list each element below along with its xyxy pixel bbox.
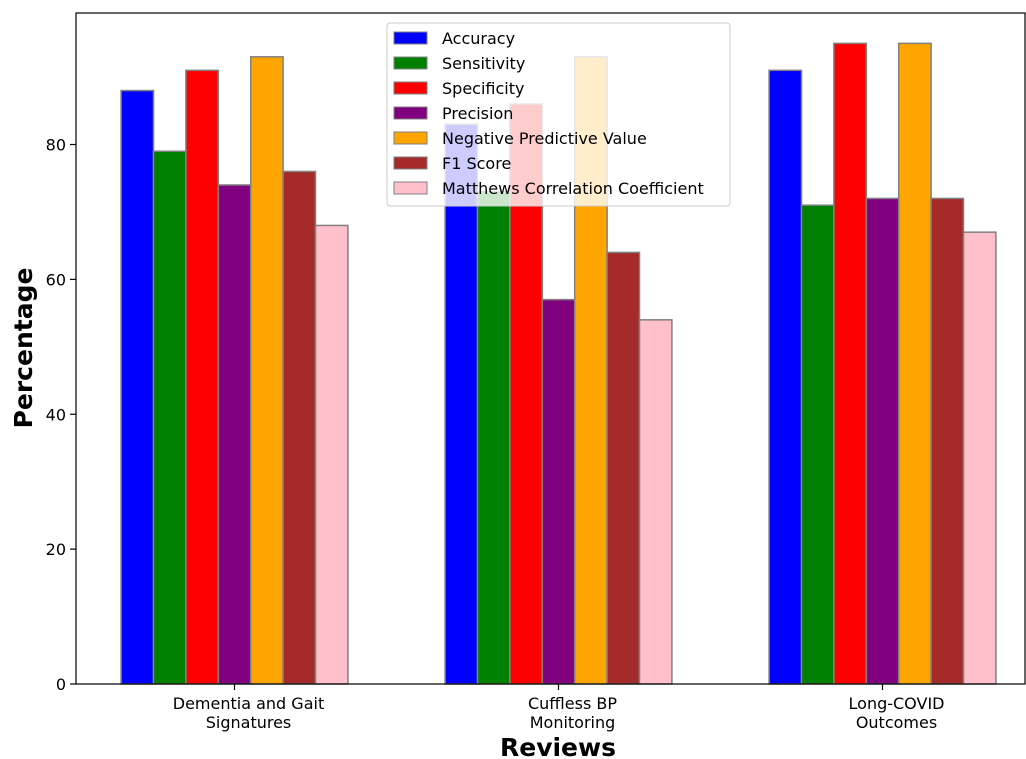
- bar-precision-0: [217, 184, 252, 685]
- y-tick-label: 40: [46, 405, 66, 424]
- legend-swatch: [393, 131, 428, 145]
- legend-label: F1 Score: [442, 154, 511, 173]
- bar-precision-2: [865, 197, 900, 685]
- legend-label: Specificity: [442, 79, 524, 98]
- legend-label: Precision: [442, 104, 513, 123]
- bar-f1-score-0: [282, 170, 317, 685]
- bar-sensitivity-1: [476, 190, 511, 685]
- legend: Accuracy Sensitivity Specificity Precision N…: [386, 22, 731, 207]
- x-tick-label: Outcomes: [856, 713, 937, 732]
- legend-swatch: [393, 181, 428, 195]
- bar-specificity-0: [185, 69, 220, 685]
- legend-swatch: [393, 106, 428, 120]
- legend-label: Accuracy: [442, 29, 515, 48]
- x-axis-label: Reviews: [500, 733, 616, 759]
- y-tick-label: 80: [46, 136, 66, 155]
- legend-swatch: [393, 56, 428, 70]
- legend-swatch: [393, 156, 428, 170]
- legend-swatch: [393, 31, 428, 45]
- bar-f1-score-1: [606, 251, 641, 685]
- legend-swatch: [393, 81, 428, 95]
- bar-matthews-correlation-coefficient-1: [638, 319, 673, 685]
- bar-f1-score-2: [930, 197, 965, 685]
- bar-matthews-correlation-coefficient-0: [314, 224, 349, 685]
- bar-sensitivity-0: [152, 150, 187, 685]
- y-tick-label: 20: [46, 540, 66, 559]
- x-tick-label: Dementia and Gait: [173, 694, 324, 713]
- bar-sensitivity-2: [800, 204, 835, 685]
- x-tick-label: Long-COVID: [849, 694, 945, 713]
- bar-matthews-correlation-coefficient-2: [962, 231, 997, 685]
- legend-box: [386, 22, 731, 207]
- bar-accuracy-0: [120, 89, 155, 685]
- y-tick-label: 0: [56, 675, 66, 694]
- legend-label: Negative Predictive Value: [442, 129, 647, 148]
- bars-layer: [120, 42, 997, 685]
- bar-negative-predictive-value-0: [249, 56, 284, 685]
- bar-precision-1: [541, 298, 576, 685]
- bar-accuracy-2: [768, 69, 803, 685]
- y-tick-label: 60: [46, 270, 66, 289]
- x-tick-label: Signatures: [206, 713, 292, 732]
- plot-frame: [75, 12, 1026, 685]
- bar-negative-predictive-value-2: [897, 42, 932, 685]
- bar-specificity-2: [833, 42, 868, 685]
- legend-label: Matthews Correlation Coefficient: [442, 179, 704, 198]
- bar-accuracy-1: [444, 123, 479, 685]
- legend-label: Sensitivity: [442, 54, 525, 73]
- x-tick-label: Cuffless BP: [528, 694, 617, 713]
- y-axis-label: Percentage: [9, 268, 38, 429]
- x-tick-label: Monitoring: [530, 713, 616, 732]
